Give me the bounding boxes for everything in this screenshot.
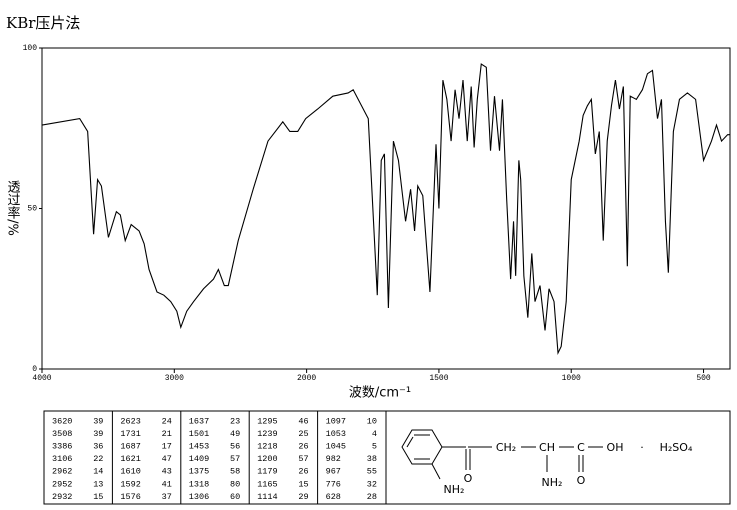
bond (431, 463, 441, 480)
structure-label: C (577, 441, 585, 454)
structure-label: O (577, 474, 586, 487)
x-axis-label: 波数/cm⁻¹ (349, 386, 411, 401)
structure-label: · (640, 441, 644, 454)
chart-title: KBr压片法 (6, 14, 80, 32)
x-tick-label: 3000 (165, 374, 184, 383)
structure-label: H₂SO₄ (660, 441, 693, 454)
x-tick-label: 2000 (297, 374, 316, 383)
peak-wavenumber: 1200 (257, 454, 277, 464)
peak-transmittance: 29 (298, 492, 308, 502)
bond (406, 436, 414, 448)
peak-transmittance: 22 (93, 454, 103, 464)
peak-wavenumber: 1687 (120, 441, 140, 451)
structure-label: CH₂ (496, 441, 516, 454)
structure-label: OH (607, 441, 624, 454)
peak-transmittance: 13 (93, 479, 103, 489)
peak-transmittance: 37 (162, 492, 172, 502)
peak-transmittance: 10 (367, 416, 377, 426)
peak-wavenumber: 3620 (52, 416, 72, 426)
peak-wavenumber: 1295 (257, 416, 277, 426)
peak-transmittance: 5 (372, 441, 377, 451)
peak-transmittance: 32 (367, 479, 377, 489)
peak-wavenumber: 1621 (120, 454, 140, 464)
y-tick-label: 100 (23, 44, 38, 53)
x-tick-label: 4000 (32, 374, 51, 383)
peak-transmittance: 4 (372, 429, 377, 439)
peak-wavenumber: 2952 (52, 479, 72, 489)
x-tick-label: 500 (696, 374, 711, 383)
peak-transmittance: 39 (93, 429, 103, 439)
peak-transmittance: 56 (230, 441, 240, 451)
x-tick-label: 1500 (429, 374, 448, 383)
peak-transmittance: 15 (298, 479, 308, 489)
peak-wavenumber: 1218 (257, 441, 277, 451)
peak-wavenumber: 1592 (120, 479, 140, 489)
peak-transmittance: 55 (367, 467, 377, 477)
peak-wavenumber: 1610 (120, 467, 140, 477)
peak-transmittance: 47 (162, 454, 172, 464)
structure-label: NH₂ (444, 483, 465, 496)
peak-wavenumber: 3386 (52, 441, 72, 451)
y-axis-label: 透过率/% (5, 180, 21, 236)
peak-wavenumber: 1409 (189, 454, 209, 464)
peak-wavenumber: 967 (326, 467, 341, 477)
peak-transmittance: 58 (230, 467, 240, 477)
peak-transmittance: 26 (298, 441, 308, 451)
peak-transmittance: 49 (230, 429, 240, 439)
y-tick-label: 50 (27, 205, 37, 214)
peak-wavenumber: 1318 (189, 479, 209, 489)
peak-transmittance: 80 (230, 479, 240, 489)
peak-wavenumber: 1053 (326, 429, 346, 439)
peak-transmittance: 15 (93, 492, 103, 502)
peak-transmittance: 57 (298, 454, 308, 464)
structure-label: CH (539, 441, 555, 454)
peak-wavenumber: 1306 (189, 492, 209, 502)
peak-transmittance: 21 (162, 429, 172, 439)
peak-wavenumber: 1179 (257, 467, 277, 477)
peak-transmittance: 41 (162, 479, 172, 489)
structure: NH₂ O CH₂ CH NH₂ C O OH · H₂SO₄ (401, 429, 693, 496)
peak-wavenumber: 1114 (257, 492, 277, 502)
peak-wavenumber: 3106 (52, 454, 72, 464)
peak-transmittance: 36 (93, 441, 103, 451)
peak-wavenumber: 1045 (326, 441, 346, 451)
peak-wavenumber: 3508 (52, 429, 72, 439)
peak-transmittance: 46 (298, 416, 308, 426)
x-tick-label: 1000 (562, 374, 581, 383)
peak-transmittance: 39 (93, 416, 103, 426)
peak-wavenumber: 1453 (189, 441, 209, 451)
peak-wavenumber: 2962 (52, 467, 72, 477)
peak-wavenumber: 1375 (189, 467, 209, 477)
peak-transmittance: 24 (162, 416, 172, 426)
peak-wavenumber: 1576 (120, 492, 140, 502)
peak-transmittance: 23 (230, 416, 240, 426)
peak-wavenumber: 628 (326, 492, 341, 502)
peak-wavenumber: 982 (326, 454, 341, 464)
peak-transmittance: 43 (162, 467, 172, 477)
peak-wavenumber: 1165 (257, 479, 277, 489)
peak-wavenumber: 1097 (326, 416, 346, 426)
structure-label: NH₂ (542, 476, 563, 489)
peak-transmittance: 28 (367, 492, 377, 502)
peak-transmittance: 17 (162, 441, 172, 451)
peak-wavenumber: 1731 (120, 429, 140, 439)
peak-transmittance: 25 (298, 429, 308, 439)
peak-wavenumber: 776 (326, 479, 341, 489)
peak-wavenumber: 1501 (189, 429, 209, 439)
peak-transmittance: 26 (298, 467, 308, 477)
peak-wavenumber: 2623 (120, 416, 140, 426)
table-frame (43, 410, 731, 505)
peak-wavenumber: 1239 (257, 429, 277, 439)
spectrum-line (41, 63, 730, 355)
peak-transmittance: 57 (230, 454, 240, 464)
peak-transmittance: 38 (367, 454, 377, 464)
peak-wavenumber: 1637 (189, 416, 209, 426)
structure-label: O (464, 472, 473, 485)
y-tick-label: 0 (32, 365, 37, 374)
peak-transmittance: 14 (93, 467, 103, 477)
peak-wavenumber: 2932 (52, 492, 72, 502)
peak-transmittance: 60 (230, 492, 240, 502)
